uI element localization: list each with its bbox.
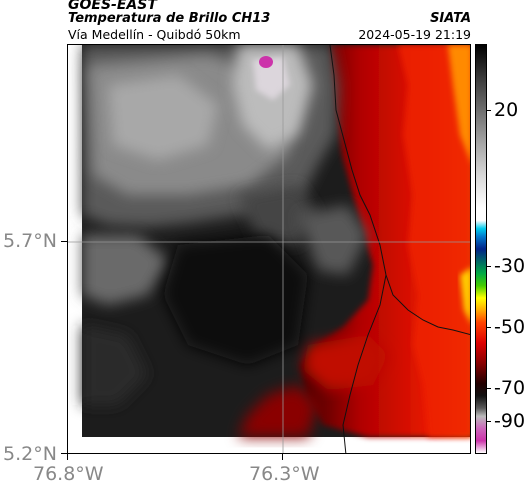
satellite-map <box>67 44 471 454</box>
y-label-5.7: 5.7°N <box>3 230 57 252</box>
colorbar-tick-20 <box>486 110 491 111</box>
y-label-5.2: 5.2°N <box>3 443 57 465</box>
colorbar-label-20: 20 <box>494 99 519 121</box>
colorbar-label-minus90: -90 <box>494 410 526 432</box>
colorbar-tick-minus50 <box>486 327 491 328</box>
satellite-name: GOES-EAST <box>68 0 157 13</box>
datetime-label: 2024-05-19 21:19 <box>358 27 471 42</box>
colorbar-label-minus50: -50 <box>494 316 526 338</box>
x-label-76.3: 76.3°W <box>249 463 320 485</box>
colorbar-tick-minus30 <box>486 266 491 267</box>
brightness-temperature-field <box>68 45 470 453</box>
x-label-76.8: 76.8°W <box>33 463 104 485</box>
colorbar-tick-minus70 <box>486 388 491 389</box>
y-tick-5.7 <box>61 241 67 242</box>
region-subtitle: Vía Medellín - Quibdó 50km <box>68 27 241 42</box>
product-title: Temperatura de Brillo CH13 <box>68 11 271 26</box>
x-tick-76.8 <box>67 454 68 460</box>
colorbar <box>475 44 487 454</box>
x-tick-76.3 <box>282 454 283 460</box>
colorbar-label-minus30: -30 <box>494 255 526 277</box>
y-tick-5.2 <box>61 453 67 454</box>
colorbar-tick-minus90 <box>486 421 491 422</box>
organization-label: SIATA <box>430 11 471 26</box>
colorbar-label-minus70: -70 <box>494 377 526 399</box>
